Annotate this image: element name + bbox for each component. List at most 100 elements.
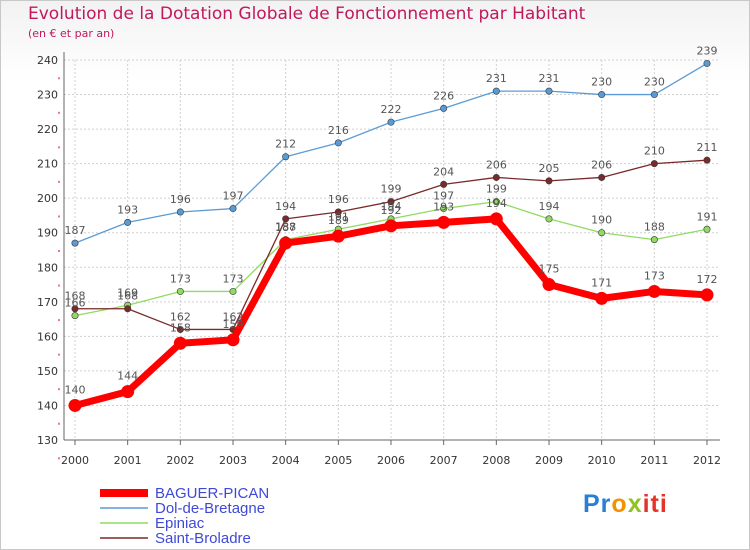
data-point-baguer-pican xyxy=(595,291,609,305)
data-point-baguer-pican xyxy=(384,219,398,233)
data-point-baguer-pican xyxy=(437,215,451,229)
data-label-epiniac: 190 xyxy=(591,214,612,227)
data-label-dol-de-bretagne: 239 xyxy=(697,44,718,57)
x-tick-label: 2008 xyxy=(482,454,510,467)
data-point-dol-de-bretagne xyxy=(492,87,500,95)
data-label-saint-broladre: 168 xyxy=(117,290,138,303)
x-tick-label: 2011 xyxy=(640,454,668,467)
data-point-saint-broladre xyxy=(387,198,395,206)
data-label-saint-broladre: 162 xyxy=(170,310,191,323)
logo-part-2: o xyxy=(611,490,628,518)
y-tick-label: 240 xyxy=(37,54,58,67)
data-label-dol-de-bretagne: 231 xyxy=(486,72,507,85)
data-point-epiniac xyxy=(440,205,448,213)
y-tick-label: 210 xyxy=(37,158,58,171)
data-point-saint-broladre xyxy=(124,305,132,313)
x-tick-label: 2000 xyxy=(61,454,89,467)
grid-lines xyxy=(64,59,720,440)
data-label-epiniac: 191 xyxy=(328,210,349,223)
data-label-saint-broladre: 205 xyxy=(539,162,560,175)
data-label-dol-de-bretagne: 187 xyxy=(65,224,86,237)
data-point-baguer-pican xyxy=(700,288,714,302)
data-point-epiniac xyxy=(71,312,79,320)
data-label-saint-broladre: 206 xyxy=(486,158,507,171)
y-tick-label: 140 xyxy=(37,399,58,412)
data-label-dol-de-bretagne: 230 xyxy=(591,76,612,89)
legend-label-saint-broladre: Saint-Broladre xyxy=(155,530,251,547)
data-point-saint-broladre xyxy=(650,160,658,168)
x-tick-label: 2005 xyxy=(324,454,352,467)
data-label-epiniac: 191 xyxy=(697,210,718,223)
x-tick-label: 2004 xyxy=(272,454,300,467)
data-label-epiniac: 199 xyxy=(486,183,507,196)
data-label-baguer-pican: 187 xyxy=(275,221,296,234)
legend-label-dol-de-bretagne: Dol-de-Bretagne xyxy=(155,500,265,517)
y-tick-label: 220 xyxy=(37,123,58,136)
x-tick-label: 2010 xyxy=(588,454,616,467)
legend: BAGUER-PICANDol-de-BretagneEpiniacSaint-… xyxy=(100,485,269,547)
data-labels: 187 193 196 197 212 216 222 226 231 231 230 230 239 1… xyxy=(65,44,718,396)
data-label-epiniac: 194 xyxy=(539,200,560,213)
data-label-saint-broladre: 168 xyxy=(65,290,86,303)
data-point-baguer-pican xyxy=(647,284,661,298)
x-tick-label: 2007 xyxy=(430,454,458,467)
data-label-epiniac: 197 xyxy=(433,190,454,203)
x-tick-label: 2009 xyxy=(535,454,563,467)
x-tick-label: 2002 xyxy=(166,454,194,467)
data-label-dol-de-bretagne: 226 xyxy=(433,89,454,102)
x-tick-label: 2001 xyxy=(114,454,142,467)
data-point-epiniac xyxy=(650,236,658,244)
data-label-baguer-pican: 171 xyxy=(591,276,612,289)
logo-part-4: iti xyxy=(642,490,668,518)
y-tick-label: 230 xyxy=(37,89,58,102)
data-label-saint-broladre: 194 xyxy=(275,200,296,213)
y-tick-label: 130 xyxy=(37,434,58,447)
x-tick-label: 2003 xyxy=(219,454,247,467)
data-label-dol-de-bretagne: 212 xyxy=(275,138,296,151)
x-tick-label: 2012 xyxy=(693,454,721,467)
data-label-baguer-pican: 159 xyxy=(223,318,244,331)
data-point-dol-de-bretagne xyxy=(229,205,237,213)
data-label-epiniac: 188 xyxy=(644,221,665,234)
data-label-baguer-pican: 158 xyxy=(170,321,191,334)
data-label-epiniac: 169 xyxy=(117,286,138,299)
data-label-dol-de-bretagne: 197 xyxy=(223,190,244,203)
y-tick-label: 150 xyxy=(37,365,58,378)
data-label-epiniac: 166 xyxy=(65,297,86,310)
data-label-baguer-pican: 140 xyxy=(65,383,86,396)
data-label-baguer-pican: 193 xyxy=(433,200,454,213)
data-label-epiniac: 173 xyxy=(223,272,244,285)
data-label-epiniac: 194 xyxy=(381,200,402,213)
data-point-baguer-pican xyxy=(489,212,503,226)
data-point-dol-de-bretagne xyxy=(176,208,184,216)
data-point-baguer-pican xyxy=(542,278,556,292)
data-point-saint-broladre xyxy=(334,208,342,216)
data-point-dol-de-bretagne xyxy=(334,139,342,147)
data-label-epiniac: 173 xyxy=(170,272,191,285)
axes: 130 140 150 160 170 180 190 200 210 220 230 240 2000… xyxy=(37,52,721,467)
data-point-baguer-pican xyxy=(226,333,240,347)
data-point-saint-broladre xyxy=(176,325,184,333)
data-point-dol-de-bretagne xyxy=(598,91,606,99)
data-point-saint-broladre xyxy=(282,215,290,223)
data-point-dol-de-bretagne xyxy=(703,59,711,67)
data-point-saint-broladre xyxy=(598,173,606,181)
data-point-baguer-pican xyxy=(331,229,345,243)
chart-subtitle: (en € et par an) xyxy=(28,27,115,40)
data-point-dol-de-bretagne xyxy=(440,104,448,112)
chart-title: Evolution de la Dotation Globale de Fonc… xyxy=(28,4,586,24)
x-tick-label: 2006 xyxy=(377,454,405,467)
data-point-epiniac xyxy=(492,198,500,206)
logo-part-1: Pr xyxy=(583,490,612,518)
y-tick-label: 180 xyxy=(37,261,58,274)
data-label-dol-de-bretagne: 196 xyxy=(170,193,191,206)
data-label-saint-broladre: 204 xyxy=(433,165,454,178)
data-label-baguer-pican: 144 xyxy=(117,370,138,383)
data-label-baguer-pican: 192 xyxy=(381,204,402,217)
data-point-dol-de-bretagne xyxy=(71,239,79,247)
y-tick-label: 160 xyxy=(37,330,58,343)
data-label-dol-de-bretagne: 193 xyxy=(117,203,138,216)
data-label-dol-de-bretagne: 230 xyxy=(644,76,665,89)
